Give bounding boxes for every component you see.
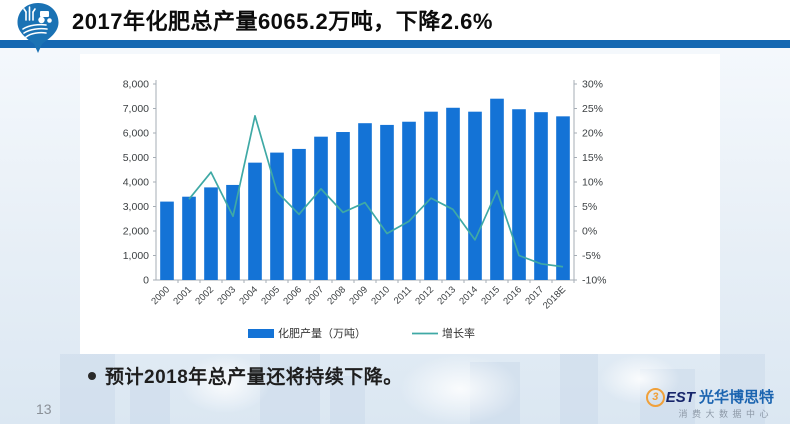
bullet-text: 预计2018年总产量还将持续下降。 <box>105 367 403 388</box>
bar-2011 <box>402 121 416 280</box>
best-logo-text: EST <box>665 388 695 406</box>
footer-logo: 3 EST 光华博思特 消费大数据中心 <box>645 387 774 419</box>
right-axis-tick-label: 5% <box>582 201 597 213</box>
x-axis-label-2015: 2015 <box>479 284 502 307</box>
bar-2012 <box>424 111 438 280</box>
city-skyline-watermark <box>0 324 790 424</box>
bar-2008 <box>336 132 350 280</box>
legend-bar-swatch <box>248 329 274 338</box>
bar-2007 <box>314 136 328 280</box>
left-axis-tick-label: 0 <box>143 275 149 287</box>
brand-line: 3 EST 光华博思特 <box>645 387 774 407</box>
growth-rate-line <box>188 114 564 268</box>
right-axis-tick-label: -10% <box>582 275 607 287</box>
right-axis-tick-label: 0% <box>582 226 597 238</box>
right-axis-tick-label: 20% <box>582 128 603 140</box>
x-axis-label-2014: 2014 <box>457 284 480 307</box>
bar-2002 <box>204 187 218 280</box>
best-logo-icon: 3 <box>645 387 665 407</box>
x-axis-label-2002: 2002 <box>193 284 216 307</box>
x-axis-label-2010: 2010 <box>369 284 392 307</box>
x-axis-label-2004: 2004 <box>237 284 260 307</box>
left-axis-tick-label: 8,000 <box>123 79 149 91</box>
x-axis-label-2013: 2013 <box>435 284 458 307</box>
right-axis-tick-label: -5% <box>582 250 601 262</box>
legend-bar-label: 化肥产量（万吨） <box>278 326 366 340</box>
left-axis-tick-label: 2,000 <box>123 226 149 238</box>
bar-2001 <box>182 196 196 280</box>
x-axis-label-2005: 2005 <box>259 284 282 307</box>
x-axis-label-2009: 2009 <box>347 284 370 307</box>
page-number: 13 <box>36 401 52 417</box>
page-title: 2017年化肥总产量6065.2万吨，下降2.6% <box>72 9 493 34</box>
bar-2017 <box>534 112 548 280</box>
x-axis-label-2000: 2000 <box>149 284 172 307</box>
slide-header: 2017年化肥总产量6065.2万吨，下降2.6% <box>0 0 790 40</box>
left-axis-tick-label: 5,000 <box>123 152 149 164</box>
left-axis-tick-label: 3,000 <box>123 201 149 213</box>
x-axis-label-2018E: 2018E <box>541 284 568 311</box>
bar-2000 <box>160 201 174 280</box>
x-axis-label-2008: 2008 <box>325 284 348 307</box>
x-axis-label-2016: 2016 <box>501 284 524 307</box>
legend-line-label: 增长率 <box>442 326 475 340</box>
bar-2005 <box>270 152 284 280</box>
bar-2010 <box>380 124 394 280</box>
slide-body: 0 1,000 2,000 3,000 4,000 5,000 6,000 7,000 8,00… <box>0 48 790 424</box>
right-axis-tick-label: 10% <box>582 177 603 189</box>
bullet-point: 预计2018年总产量还将持续下降。 <box>88 362 403 389</box>
fertilizer-production-growth-chart: 0 1,000 2,000 3,000 4,000 5,000 6,000 7,000 8,00… <box>123 79 607 341</box>
bar-2016 <box>512 109 526 280</box>
x-axis-label-2006: 2006 <box>281 284 304 307</box>
left-axis-tick-label: 4,000 <box>123 177 149 189</box>
bar-2018E <box>556 116 570 280</box>
x-axis-label-2011: 2011 <box>392 284 414 306</box>
right-axis-tick-label: 30% <box>582 79 603 91</box>
bar-2015 <box>490 98 504 280</box>
bar-2014 <box>468 111 482 280</box>
bar-2013 <box>446 107 460 280</box>
x-axis-label-2007: 2007 <box>303 284 326 307</box>
right-axis-tick-label: 15% <box>582 152 603 164</box>
brand-subtitle-cn: 消费大数据中心 <box>678 408 773 419</box>
x-axis-label-2012: 2012 <box>413 284 436 307</box>
left-axis-tick-label: 6,000 <box>123 128 149 140</box>
bar-2003 <box>226 184 240 280</box>
bar-2009 <box>358 123 372 280</box>
bar-2004 <box>248 162 262 280</box>
x-axis-label-2001: 2001 <box>171 284 194 307</box>
bullet-icon <box>88 371 96 380</box>
right-axis-tick-label: 25% <box>582 103 603 115</box>
chart-panel: 0 1,000 2,000 3,000 4,000 5,000 6,000 7,000 8,00… <box>80 54 720 354</box>
farm-pin-logo-icon <box>14 1 62 55</box>
header-divider <box>0 40 790 48</box>
left-axis-tick-label: 7,000 <box>123 103 149 115</box>
left-axis-tick-label: 1,000 <box>123 250 149 262</box>
x-axis-label-2003: 2003 <box>215 284 238 307</box>
brand-name-cn: 光华博思特 <box>698 388 774 406</box>
